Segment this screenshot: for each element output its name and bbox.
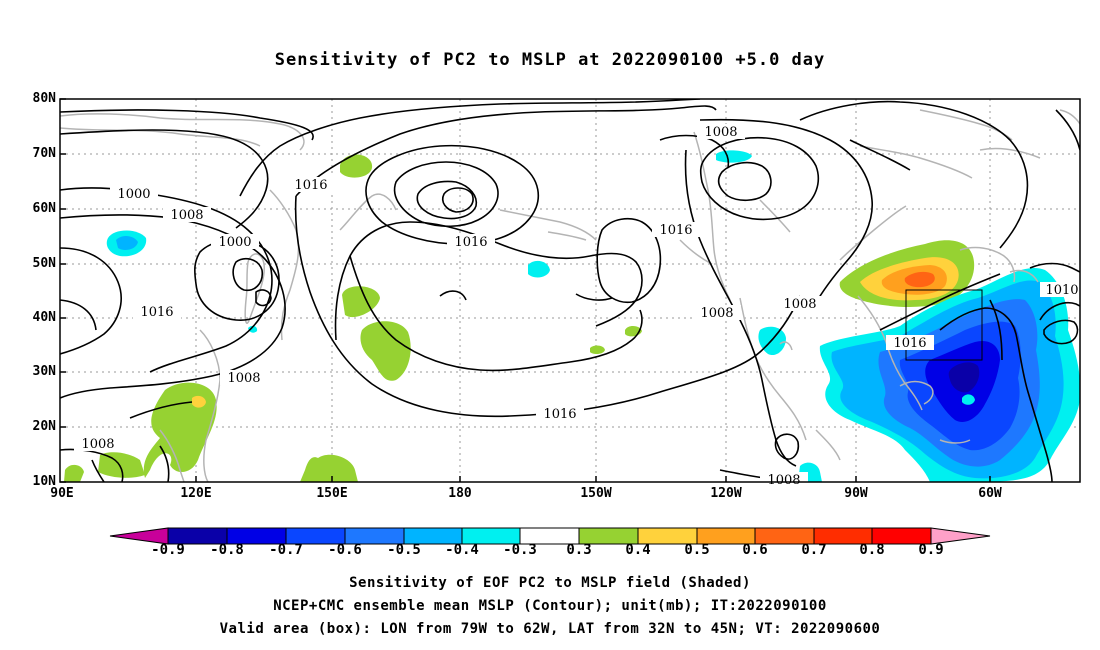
positive-patch	[360, 321, 411, 381]
contour-label: 1008	[704, 125, 737, 140]
negative-patch	[248, 325, 258, 333]
positive-patch	[64, 464, 84, 482]
valid-area-box	[905, 289, 983, 361]
lon-label: 150E	[316, 486, 348, 501]
lon-label: 90W	[844, 486, 868, 501]
contour-label: 1016	[543, 407, 576, 422]
lon-label: 180	[448, 486, 472, 501]
axis-ticks	[60, 98, 991, 483]
lon-label: 120E	[180, 486, 212, 501]
colorbar	[109, 527, 991, 545]
colorbar-label: -0.8	[210, 542, 244, 558]
colorbar-label: 0.5	[684, 542, 710, 558]
positive-core	[904, 271, 935, 288]
negative-patch	[116, 236, 138, 250]
coastlines	[60, 109, 1080, 482]
lat-label: 80N	[32, 91, 56, 106]
map-title: Sensitivity of PC2 to MSLP at 2022090100…	[274, 50, 826, 70]
lat-label: 10N	[32, 474, 56, 489]
colorbar-label: 0.4	[625, 542, 651, 558]
contour-label: 1016	[659, 223, 692, 238]
lat-label: 60N	[32, 201, 56, 216]
colorbar-label: 0.8	[859, 542, 885, 558]
lon-label: 60W	[978, 486, 1002, 501]
contour-label: 1016	[893, 336, 926, 351]
positive-patch	[340, 154, 373, 178]
negative-patch	[948, 362, 980, 393]
positive-patch	[300, 454, 358, 482]
negative-patch	[962, 394, 975, 405]
contour-label: 1010	[1045, 283, 1078, 298]
negative-patch	[528, 260, 550, 278]
negative-patch	[716, 150, 752, 163]
lat-label: 40N	[32, 310, 56, 325]
colorbar-label: 0.7	[801, 542, 827, 558]
lon-label: 90E	[50, 486, 74, 501]
contour-label: 1016	[294, 178, 327, 193]
map-frame	[59, 98, 1081, 483]
colorbar-label: 0.6	[742, 542, 768, 558]
lon-label: 120W	[710, 486, 742, 501]
contour-label-group: 1008 1016 1000 1008 1000 1016 1008 1016 …	[74, 124, 1080, 488]
lat-label: 20N	[32, 419, 56, 434]
positive-patch	[590, 345, 605, 355]
colorbar-label: -0.6	[328, 542, 362, 558]
mslp-contours	[60, 99, 1080, 482]
shaded-sensitivity	[64, 150, 1080, 482]
colorbar-label: -0.9	[151, 542, 185, 558]
contour-label: 1008	[227, 371, 260, 386]
colorbar-label: 0.3	[566, 542, 592, 558]
colorbar-label: -0.7	[269, 542, 303, 558]
contour-label: 1008	[767, 473, 800, 488]
contour-label: 1008	[170, 208, 203, 223]
colorbar-label: -0.5	[387, 542, 421, 558]
lat-label: 30N	[32, 364, 56, 379]
positive-patch	[98, 452, 145, 478]
colorbar-label: -0.3	[503, 542, 537, 558]
contour-label: 1008	[81, 437, 114, 452]
contour-label: 1000	[117, 187, 150, 202]
contour-label: 1016	[454, 235, 487, 250]
caption-contour: NCEP+CMC ensemble mean MSLP (Contour); u…	[273, 598, 827, 614]
lat-label: 50N	[32, 256, 56, 271]
contour-label: 1000	[218, 235, 251, 250]
lon-label: 150W	[580, 486, 612, 501]
colorbar-label: 0.9	[918, 542, 944, 558]
positive-core	[192, 395, 206, 408]
contour-label: 1016	[140, 305, 173, 320]
contour-label: 1008	[700, 306, 733, 321]
colorbar-cell	[930, 527, 991, 545]
caption-valid-area: Valid area (box): LON from 79W to 62W, L…	[219, 621, 881, 637]
contour-label: 1008	[783, 297, 816, 312]
caption-shading: Sensitivity of EOF PC2 to MSLP field (Sh…	[349, 575, 751, 591]
colorbar-label: -0.4	[445, 542, 479, 558]
lat-label: 70N	[32, 146, 56, 161]
